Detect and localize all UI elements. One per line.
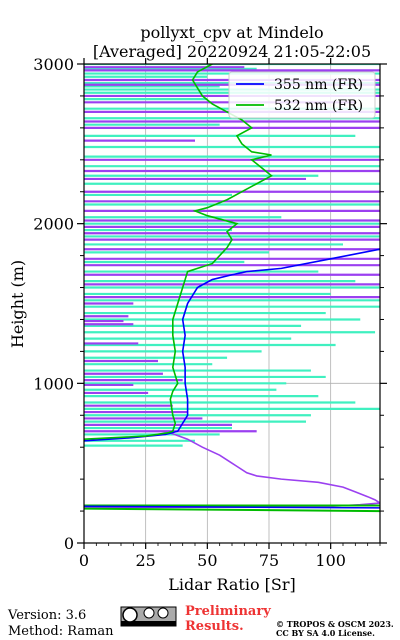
x-tick-label: 0 xyxy=(79,551,89,570)
chart-subtitle: [Averaged] 20220924 21:05-22:05 xyxy=(93,42,371,61)
x-tick-label: 100 xyxy=(315,551,346,570)
y-tick-label: 0 xyxy=(64,534,74,553)
y-tick-label: 2000 xyxy=(33,215,74,234)
x-tick-label: 50 xyxy=(197,551,217,570)
series-line-532nm xyxy=(84,64,273,441)
series-line-355nm xyxy=(84,248,380,442)
legend-entry: 532 nm (FR) xyxy=(274,98,363,114)
purple-profile-line xyxy=(84,432,380,509)
copyright-line2: CC BY SA 4.0 License. xyxy=(276,628,375,638)
preliminary-results-line2: Results. xyxy=(185,619,244,634)
data-layer xyxy=(84,64,380,513)
legend-box xyxy=(228,71,376,119)
y-tick-label: 1000 xyxy=(33,374,74,393)
legend: 355 nm (FR) 532 nm (FR) xyxy=(228,71,376,119)
version-label: Version: 3.6 xyxy=(7,608,86,623)
legend-entry: 355 nm (FR) xyxy=(274,77,363,93)
x-tick-label: 75 xyxy=(259,551,279,570)
y-tick-label: 3000 xyxy=(33,55,74,74)
x-tick-label: 25 xyxy=(135,551,155,570)
y-axis-label: Height (m) xyxy=(8,260,27,348)
cc-by-sa-badge xyxy=(120,606,177,627)
chart-title: pollyxt_cpv at Mindelo xyxy=(140,23,323,42)
blue-tail-line xyxy=(84,505,380,509)
green-tail-line xyxy=(84,507,380,513)
method-label: Method: Raman xyxy=(8,624,114,639)
copyright-line1: © TROPOS & OSCM 2023. xyxy=(276,619,394,629)
preliminary-results-line1: Preliminary xyxy=(185,604,271,619)
x-axis-label: Lidar Ratio [Sr] xyxy=(168,575,296,594)
